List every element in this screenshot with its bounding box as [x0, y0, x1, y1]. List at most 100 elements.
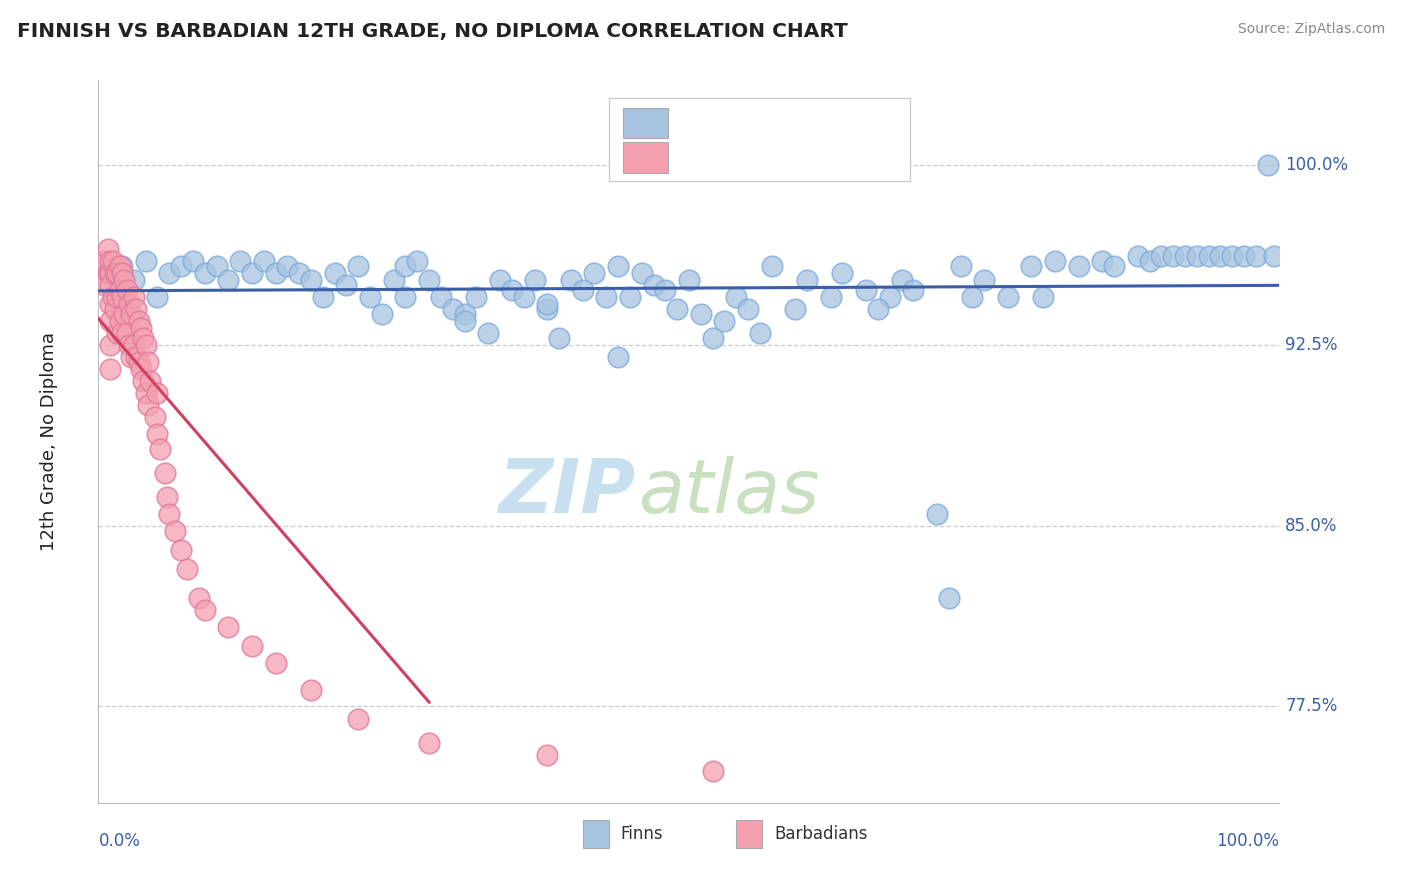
- Point: [678, 273, 700, 287]
- Point: [643, 277, 665, 292]
- Point: [477, 326, 499, 340]
- Point: [118, 338, 141, 352]
- Text: R =: R =: [682, 149, 721, 167]
- Point: [170, 542, 193, 557]
- Point: [98, 277, 121, 292]
- Point: [118, 297, 141, 311]
- Text: -0.047: -0.047: [733, 113, 797, 131]
- Point: [194, 603, 217, 617]
- Point: [536, 747, 558, 762]
- Point: [264, 266, 287, 280]
- Point: [98, 266, 121, 280]
- Point: [129, 362, 152, 376]
- Point: [761, 259, 783, 273]
- Point: [560, 273, 582, 287]
- Point: [288, 266, 311, 280]
- Point: [276, 259, 298, 273]
- Text: N =: N =: [815, 149, 855, 167]
- Point: [194, 266, 217, 280]
- Point: [1220, 249, 1243, 263]
- Point: [176, 562, 198, 576]
- Point: [925, 507, 948, 521]
- Point: [111, 259, 134, 273]
- Point: [997, 290, 1019, 304]
- Point: [1161, 249, 1184, 263]
- Point: [121, 307, 143, 321]
- Point: [595, 290, 617, 304]
- Point: [1209, 249, 1232, 263]
- Point: [619, 290, 641, 304]
- Point: [217, 620, 239, 634]
- Point: [136, 398, 159, 412]
- Point: [323, 266, 346, 280]
- Point: [253, 254, 276, 268]
- Point: [312, 290, 335, 304]
- Point: [430, 290, 453, 304]
- Point: [394, 290, 416, 304]
- Point: [139, 374, 162, 388]
- Point: [205, 259, 228, 273]
- Point: [1233, 249, 1256, 263]
- Point: [135, 338, 157, 352]
- Point: [98, 266, 121, 280]
- Text: N =: N =: [815, 113, 855, 131]
- Point: [217, 273, 239, 287]
- Point: [571, 283, 593, 297]
- Point: [132, 331, 155, 345]
- Point: [121, 350, 143, 364]
- Point: [101, 290, 124, 304]
- Point: [371, 307, 394, 321]
- Point: [903, 283, 925, 297]
- Point: [149, 442, 172, 456]
- Text: 100.0%: 100.0%: [1216, 831, 1279, 850]
- Point: [453, 307, 475, 321]
- Point: [973, 273, 995, 287]
- Bar: [582, 820, 609, 847]
- Text: R =: R =: [682, 113, 721, 131]
- Text: 85.0%: 85.0%: [1285, 516, 1337, 535]
- Text: 92.5%: 92.5%: [1285, 336, 1339, 354]
- Point: [536, 302, 558, 317]
- Point: [105, 326, 128, 340]
- Point: [866, 302, 889, 317]
- Point: [115, 326, 138, 340]
- Point: [165, 524, 187, 538]
- Point: [122, 273, 145, 287]
- Point: [264, 656, 287, 670]
- Point: [441, 302, 464, 317]
- Point: [111, 266, 134, 280]
- Point: [153, 466, 176, 480]
- Text: 67: 67: [862, 149, 887, 167]
- Point: [737, 302, 759, 317]
- Point: [170, 259, 193, 273]
- Point: [335, 277, 357, 292]
- Point: [98, 362, 121, 376]
- Point: [181, 254, 204, 268]
- Point: [108, 283, 131, 297]
- Point: [143, 410, 166, 425]
- Point: [1126, 249, 1149, 263]
- Point: [501, 283, 523, 297]
- Point: [104, 266, 127, 280]
- Point: [1244, 249, 1267, 263]
- Point: [630, 266, 652, 280]
- Point: [129, 321, 152, 335]
- Point: [1257, 157, 1279, 171]
- Point: [105, 290, 128, 304]
- FancyBboxPatch shape: [609, 98, 910, 181]
- Text: Finns: Finns: [620, 825, 664, 843]
- Point: [157, 266, 180, 280]
- Point: [879, 290, 901, 304]
- Point: [97, 266, 120, 280]
- Point: [146, 386, 169, 401]
- Point: [938, 591, 960, 606]
- Point: [347, 711, 370, 725]
- Point: [240, 266, 263, 280]
- Point: [98, 297, 121, 311]
- Point: [122, 338, 145, 352]
- Point: [548, 331, 571, 345]
- Text: 77.5%: 77.5%: [1285, 698, 1337, 715]
- Point: [125, 302, 148, 317]
- Point: [855, 283, 877, 297]
- Point: [1198, 249, 1220, 263]
